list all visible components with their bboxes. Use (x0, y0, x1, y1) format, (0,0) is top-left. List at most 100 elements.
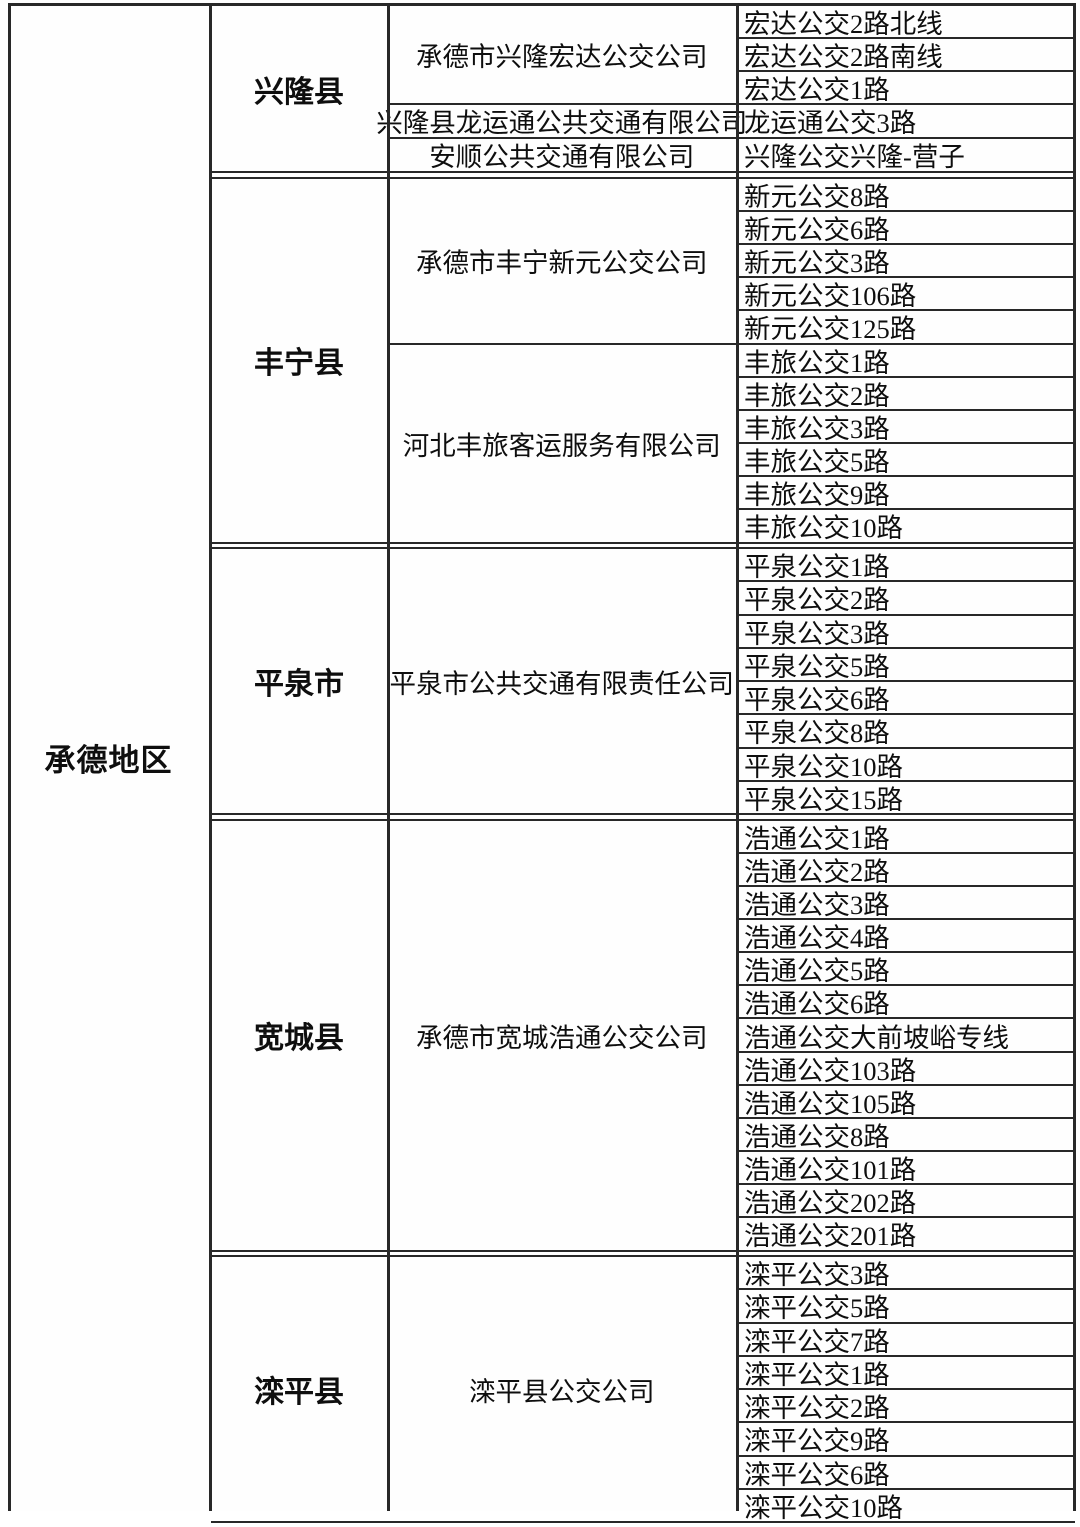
route-cell: 浩通公交6路 (736, 986, 1075, 1020)
route-label: 浩通公交5路 (744, 956, 890, 987)
route-cell: 丰旅公交1路 (736, 345, 1075, 378)
route-label: 滦平公交3路 (744, 1260, 890, 1291)
route-cell: 浩通公交5路 (736, 953, 1075, 987)
route-cell: 平泉公交8路 (736, 715, 1075, 749)
company-group: 平泉市公共交通有限责任公司 平泉公交1路 平泉公交2路 平泉公交3路 平泉公交5路 平泉公… (388, 549, 1075, 815)
route-label: 新元公交6路 (744, 214, 890, 245)
company-groups: 平泉市公共交通有限责任公司 平泉公交1路 平泉公交2路 平泉公交3路 平泉公交5路 平泉公… (388, 549, 1075, 815)
company-label: 承德市兴隆宏达公交公司 (416, 41, 708, 72)
route-cell: 平泉公交2路 (736, 582, 1075, 616)
route-label: 丰旅公交5路 (744, 447, 890, 478)
route-cell: 丰旅公交10路 (736, 510, 1075, 543)
route-cell: 浩通公交大前坡峪专线 (736, 1019, 1075, 1053)
route-label: 龙运通公交3路 (744, 108, 917, 139)
route-list: 兴隆公交兴隆-营子 (736, 139, 1075, 172)
route-cell: 平泉公交3路 (736, 616, 1075, 649)
route-cell: 平泉公交6路 (736, 682, 1075, 716)
company-label: 河北丰旅客运服务有限公司 (402, 430, 721, 461)
route-label: 丰旅公交10路 (744, 513, 903, 544)
route-label: 宏达公交2路北线 (744, 8, 943, 39)
route-label: 滦平公交10路 (744, 1492, 903, 1523)
route-cell: 新元公交6路 (736, 212, 1075, 245)
county-section: 宽城县 承德市宽城浩通公交公司 浩通公交1路 浩通公交2路 浩通公交3路 浩通公交4路 浩通… (210, 818, 1075, 1252)
company-label: 承德市丰宁新元公交公司 (416, 248, 708, 279)
county-section: 兴隆县 承德市兴隆宏达公交公司 宏达公交2路北线 宏达公交2路南线 宏达公交1路 兴隆县龙… (210, 6, 1075, 173)
route-list: 浩通公交1路 浩通公交2路 浩通公交3路 浩通公交4路 浩通公交5路 浩通公交6路 浩通公交… (736, 821, 1075, 1251)
route-label: 平泉公交1路 (744, 552, 890, 583)
route-label: 丰旅公交3路 (744, 413, 890, 444)
route-label: 浩通公交3路 (744, 889, 890, 920)
route-label: 滦平公交5路 (744, 1293, 890, 1324)
county-cell: 丰宁县 (211, 179, 388, 542)
county-label: 兴隆县 (254, 75, 344, 109)
county-label: 滦平县 (254, 1376, 344, 1409)
county-section: 平泉市 平泉市公共交通有限责任公司 平泉公交1路 平泉公交2路 平泉公交3路 平泉公交5路… (210, 547, 1075, 815)
route-label: 新元公交3路 (744, 248, 890, 279)
route-cell: 浩通公交8路 (736, 1119, 1075, 1153)
company-groups: 承德市宽城浩通公交公司 浩通公交1路 浩通公交2路 浩通公交3路 浩通公交4路 浩通公交5… (388, 821, 1075, 1251)
company-group: 兴隆县龙运通公共交通有限公司 龙运通公交3路 (376, 105, 1075, 139)
company-cell: 安顺公共交通有限公司 (388, 139, 737, 172)
route-cell: 滦平公交5路 (736, 1290, 1075, 1324)
route-list: 龙运通公交3路 (736, 105, 1075, 138)
route-cell: 新元公交3路 (736, 245, 1075, 279)
route-label: 浩通公交6路 (744, 989, 890, 1020)
route-cell: 丰旅公交2路 (736, 378, 1075, 411)
company-cell: 兴隆县龙运通公共交通有限公司 (376, 105, 747, 138)
company-cell: 承德市兴隆宏达公交公司 (388, 6, 737, 103)
route-cell: 滦平公交1路 (736, 1357, 1075, 1390)
route-label: 平泉公交5路 (744, 651, 890, 682)
route-label: 平泉公交15路 (744, 784, 903, 815)
county-label: 丰宁县 (254, 347, 344, 380)
route-cell: 宏达公交2路南线 (736, 39, 1075, 72)
route-cell: 滦平公交10路 (736, 1490, 1075, 1523)
route-cell: 宏达公交1路 (736, 72, 1075, 105)
route-list: 新元公交8路 新元公交6路 新元公交3路 新元公交106路 新元公交125路 (736, 179, 1075, 344)
route-cell: 滦平公交3路 (736, 1257, 1075, 1291)
route-label: 滦平公交9路 (744, 1426, 890, 1457)
route-list: 滦平公交3路 滦平公交5路 滦平公交7路 滦平公交1路 滦平公交2路 滦平公交9路 滦平公交… (736, 1257, 1075, 1523)
route-cell: 新元公交125路 (736, 311, 1075, 344)
county-section: 丰宁县 承德市丰宁新元公交公司 新元公交8路 新元公交6路 新元公交3路 新元公交106路… (210, 176, 1075, 544)
region-cell: 承德地区 (8, 3, 209, 1511)
route-label: 平泉公交6路 (744, 685, 890, 716)
county-cell: 平泉市 (211, 549, 388, 813)
company-group: 滦平县公交公司 滦平公交3路 滦平公交5路 滦平公交7路 滦平公交1路 滦平公交2路 滦平公… (388, 1257, 1075, 1523)
route-label: 丰旅公交2路 (744, 380, 890, 411)
route-cell: 丰旅公交5路 (736, 444, 1075, 478)
route-cell: 平泉公交1路 (736, 549, 1075, 583)
route-cell: 新元公交106路 (736, 278, 1075, 312)
route-cell: 浩通公交202路 (736, 1185, 1075, 1219)
county-cell: 滦平县 (211, 1257, 388, 1521)
route-cell: 浩通公交201路 (736, 1218, 1075, 1251)
company-label: 安顺公共交通有限公司 (429, 142, 695, 173)
route-cell: 浩通公交1路 (736, 821, 1075, 854)
route-cell: 兴隆公交兴隆-营子 (736, 139, 1075, 172)
route-cell: 滦平公交6路 (736, 1457, 1075, 1490)
route-cell: 滦平公交2路 (736, 1390, 1075, 1424)
route-label: 新元公交125路 (744, 314, 917, 345)
route-cell: 滦平公交7路 (736, 1324, 1075, 1357)
county-cell: 宽城县 (211, 821, 388, 1250)
route-label: 滦平公交7路 (744, 1326, 890, 1357)
route-cell: 平泉公交5路 (736, 649, 1075, 682)
route-list: 宏达公交2路北线 宏达公交2路南线 宏达公交1路 (736, 6, 1075, 105)
route-label: 新元公交106路 (744, 281, 917, 312)
route-label: 浩通公交101路 (744, 1155, 917, 1186)
county-cell: 兴隆县 (211, 6, 388, 171)
route-cell: 浩通公交4路 (736, 920, 1075, 954)
route-label: 滦平公交1路 (744, 1359, 890, 1390)
route-label: 浩通公交201路 (744, 1221, 917, 1252)
route-cell: 丰旅公交9路 (736, 477, 1075, 511)
region-label: 承德地区 (44, 742, 173, 778)
company-group: 承德市宽城浩通公交公司 浩通公交1路 浩通公交2路 浩通公交3路 浩通公交4路 浩通公交5… (388, 821, 1075, 1251)
company-groups: 滦平县公交公司 滦平公交3路 滦平公交5路 滦平公交7路 滦平公交1路 滦平公交2路 滦平公… (388, 1257, 1075, 1523)
route-label: 兴隆公交兴隆-营子 (744, 142, 965, 173)
route-label: 丰旅公交1路 (744, 347, 890, 378)
route-label: 宏达公交2路南线 (744, 41, 943, 72)
route-label: 平泉公交2路 (744, 585, 890, 616)
company-cell: 平泉市公共交通有限责任公司 (388, 549, 737, 813)
route-label: 平泉公交10路 (744, 751, 903, 782)
route-list: 平泉公交1路 平泉公交2路 平泉公交3路 平泉公交5路 平泉公交6路 平泉公交8路 平泉公交… (736, 549, 1075, 815)
